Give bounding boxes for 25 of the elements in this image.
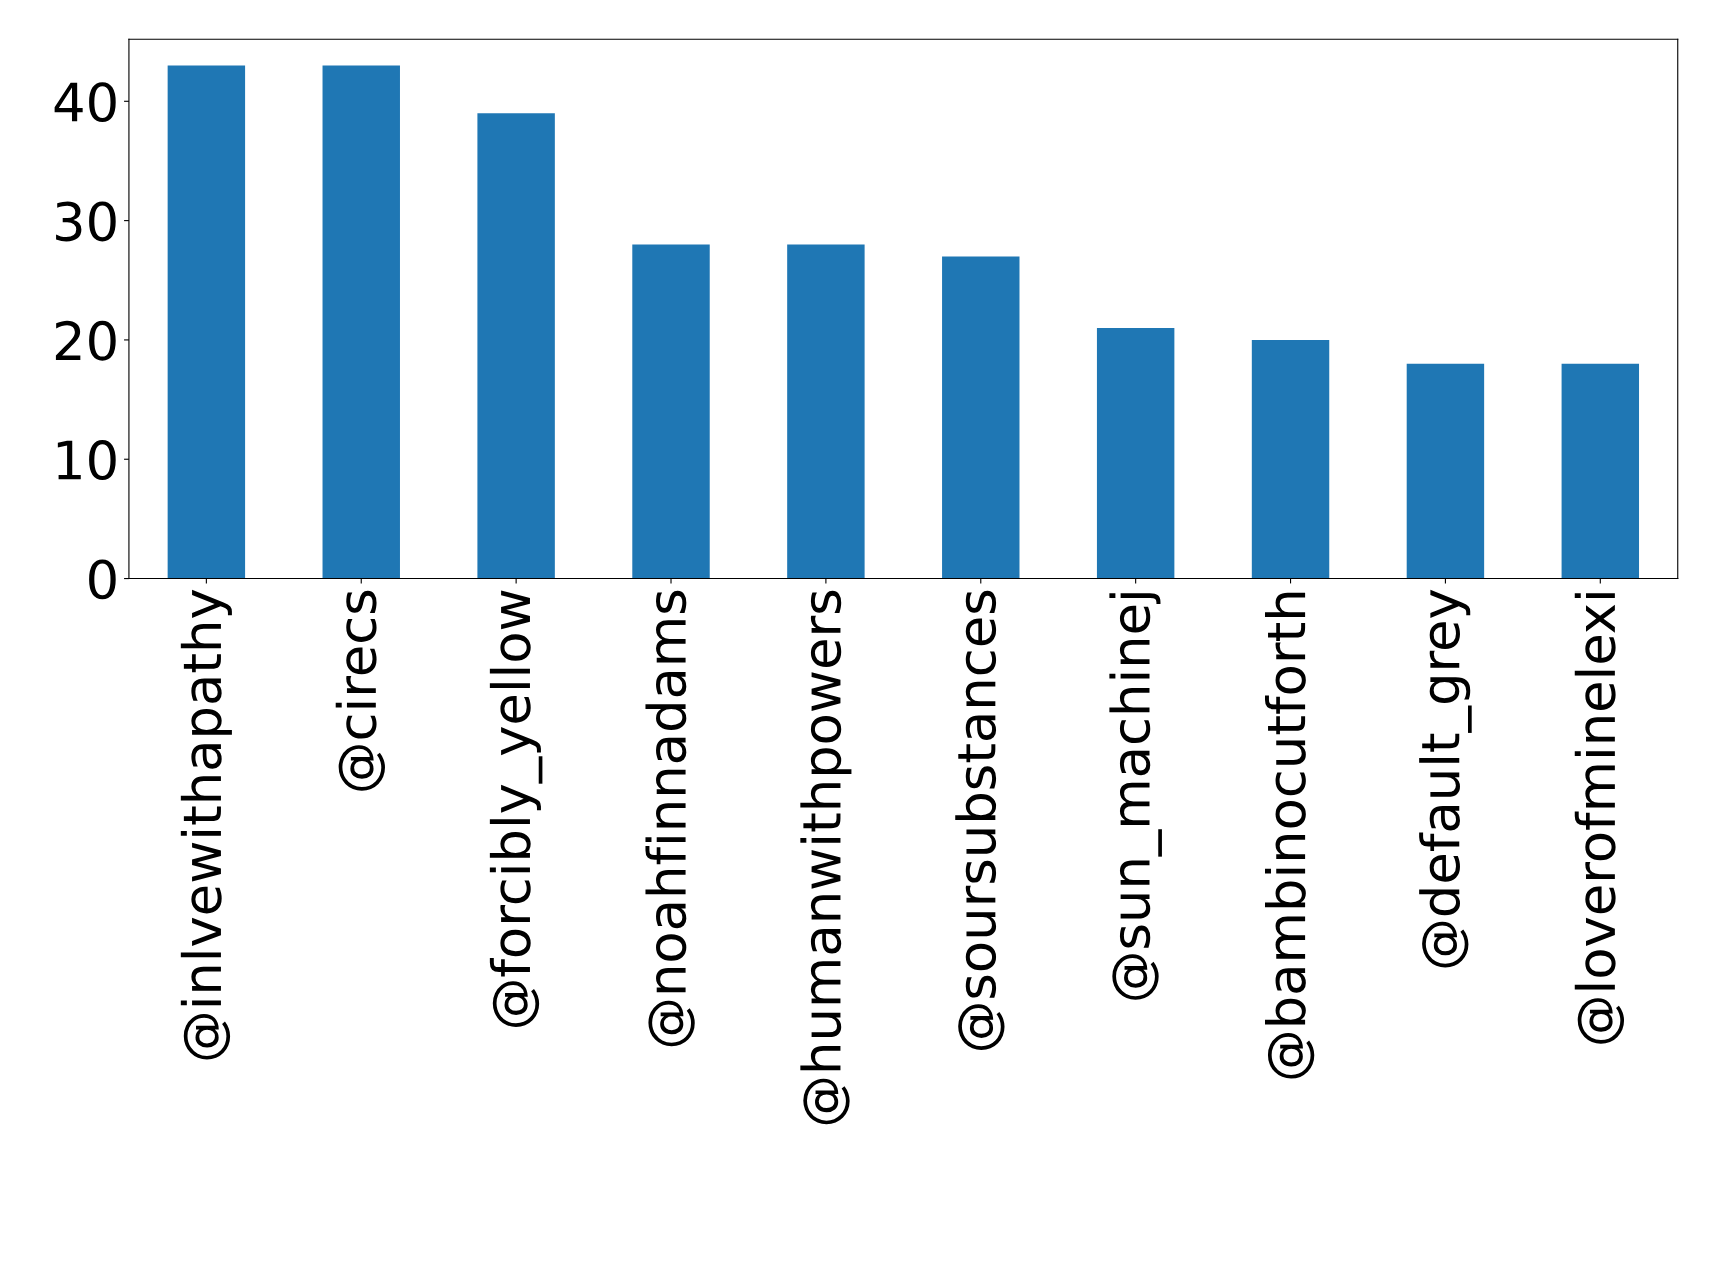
x-tick-label: @inlvewithapathy (180, 589, 232, 1060)
x-tick-label: @humanwithpowers (800, 590, 852, 1125)
x-tick-label: @default_grey (1419, 589, 1472, 968)
bar (1251, 339, 1330, 579)
bar (632, 244, 710, 579)
x-tick-label: @forcibly_yellow (489, 590, 543, 1027)
y-tick-label: 40 (54, 82, 116, 123)
x-tick-label: @sun_machinej (1109, 593, 1162, 1000)
bar (1406, 363, 1485, 579)
x-tick-label: @loverofminelexi (1574, 593, 1625, 1044)
bar (477, 113, 555, 579)
y-tick-label: 30 (56, 201, 116, 242)
bar (1561, 363, 1640, 579)
bar (167, 65, 246, 579)
x-tick-label: @soursubstances (955, 590, 1005, 1050)
bar (1096, 327, 1175, 579)
bar (322, 65, 400, 579)
y-tick-label: 10 (57, 440, 116, 481)
bar (942, 256, 1020, 579)
bar (787, 244, 865, 579)
y-tick-label: 0 (89, 559, 116, 600)
x-tick-label: @noahfinnadams (645, 590, 695, 1047)
y-tick-label: 20 (55, 320, 116, 361)
x-tick-label: @cirecs (335, 590, 385, 791)
x-tick-label: @bambinocutforth (1265, 592, 1315, 1079)
